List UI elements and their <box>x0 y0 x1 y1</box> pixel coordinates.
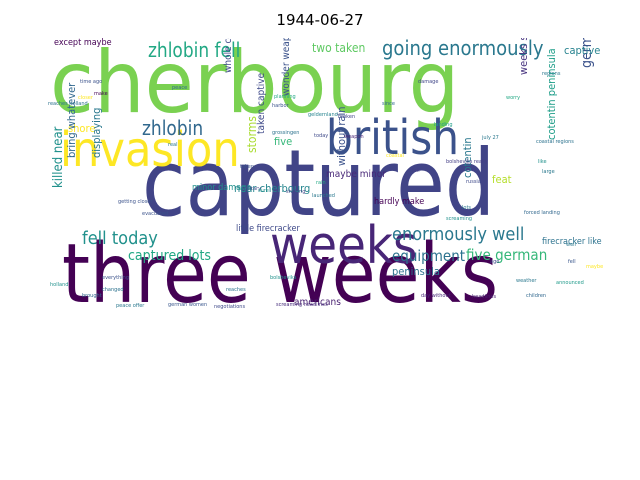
word-weather: weather <box>516 278 537 284</box>
word-cotentin: cotentin <box>461 137 474 178</box>
word-headlines: headlines <box>472 294 497 300</box>
word-bolsheviks: bolsheviks <box>270 275 297 281</box>
word-russia: russia <box>466 179 481 185</box>
word-five-german: five german <box>466 246 548 264</box>
word-zhlobin-fell: zhlobin fell <box>148 38 241 62</box>
word-zhlobin: zhlobin <box>142 116 204 140</box>
word-weeks: weeks <box>270 216 418 276</box>
word-wonder-weapon: wonder weapon <box>281 38 292 97</box>
word-except-maybe: except maybe <box>54 38 112 48</box>
word-make: make <box>94 91 108 97</box>
word-five: five <box>274 135 293 148</box>
word-coastal-regions: coastal regions <box>536 139 574 145</box>
word-fall: fall <box>412 168 420 174</box>
word-holland: holland <box>50 282 69 288</box>
word-feat: feat <box>492 173 512 186</box>
word-getting-closer: getting closer <box>118 199 153 205</box>
word-two-taken: two taken <box>312 41 366 55</box>
word-whole-cotentin: whole cotentin <box>223 38 234 73</box>
word-taken: taken <box>240 164 254 170</box>
word-changed: changed <box>102 287 124 293</box>
word-peninsula: peninsula <box>392 265 440 278</box>
word-weeks-since: weeks since <box>517 38 530 76</box>
word-little-firecracker: little firecracker <box>236 224 300 234</box>
word-bolsheviks-really: bolsheviks really <box>446 159 488 165</box>
word-broken: broken <box>338 114 356 120</box>
word-everything: everything <box>102 275 129 281</box>
word-equipment: equipment <box>392 247 466 265</box>
word-geldernland: geldernland <box>308 112 338 118</box>
word-day-without: day without <box>421 293 451 299</box>
word-maybe-minor: maybe minor <box>326 169 386 180</box>
word-evacuated: evacuated <box>142 211 169 217</box>
word-military: military <box>242 186 262 192</box>
word-reaches-holland: reaches holland <box>48 101 88 107</box>
word-going-enormously: going enormously <box>382 38 544 60</box>
word-like: like <box>538 159 547 165</box>
word-rain: rain <box>316 180 326 186</box>
word-minor-damage: minor damage <box>192 183 252 193</box>
word-firecracker-like: firecracker like <box>542 237 602 247</box>
word-german-women: german women <box>168 302 208 308</box>
word-forced-landing: forced landing <box>524 210 560 216</box>
word-harbor: harbor <box>272 103 289 109</box>
word-announced: announced <box>556 280 584 286</box>
word-planning: planning <box>274 94 296 100</box>
word-british: british <box>326 110 459 166</box>
word-children: children <box>526 293 547 299</box>
word-ago: ago <box>490 259 500 265</box>
word-july-27: july 27 <box>482 135 499 141</box>
word-worry: worry <box>506 95 521 101</box>
word-shaking: shaking <box>286 189 306 195</box>
word-americans: americans <box>294 297 341 308</box>
word-weapon: weapon <box>344 134 364 140</box>
word-reaches: reaches <box>226 287 246 293</box>
word-regions: regions <box>542 71 561 77</box>
word-three-weeks: three weeks <box>62 227 499 316</box>
word-launched: launched <box>312 193 335 199</box>
word-captured-lots: captured lots <box>128 248 211 264</box>
word-screaming: screaming <box>446 216 473 222</box>
word-real: real <box>168 142 178 148</box>
word-grossingen: grossingen <box>272 130 300 136</box>
word-today: today <box>314 133 329 139</box>
word-cotentin-peninsula: cotentin peninsula <box>545 48 558 140</box>
word-peace: peace <box>172 85 188 91</box>
word-taken-captive: taken captive <box>256 72 267 134</box>
word-shore: shore <box>68 122 96 135</box>
word-fell: fell <box>568 259 576 265</box>
word-sure: sure <box>258 188 269 194</box>
word-enormously-well: enormously well <box>392 224 525 245</box>
word-invasion: invasion <box>60 122 240 178</box>
word-maybe: maybe <box>586 264 604 270</box>
word-brought: brought <box>82 293 102 299</box>
word-displaying: displaying <box>90 107 103 158</box>
word-peace-offer: peace offer <box>116 303 145 309</box>
word-since: since <box>382 101 395 107</box>
word-captured: captured <box>142 130 496 237</box>
word-bring-whatever: bring whatever <box>65 82 78 158</box>
word-negotiations: negotiations <box>214 304 246 310</box>
word-killed-near: killed near <box>51 126 66 188</box>
word-fell-today: fell today <box>82 228 158 249</box>
word-large: large <box>542 169 555 175</box>
word-closer: closer <box>78 95 93 101</box>
word-hardly-make: hardly make <box>374 197 425 207</box>
word-time-ago: time ago <box>80 79 103 85</box>
word-captive: captive <box>564 44 601 57</box>
word-coastal: coastal <box>386 153 404 159</box>
word-cloud: cherbourg captured three weeks invasion brit… <box>46 38 608 316</box>
word-near-cherbourg: near cherbourg <box>234 182 311 195</box>
word-lots: lots <box>462 205 472 211</box>
word-well: well <box>566 242 576 248</box>
word-cherbourg: cherbourg <box>50 38 460 133</box>
word-landing: landing <box>434 122 453 128</box>
chart-title: 1944-06-27 <box>276 11 364 29</box>
word-damage: damage <box>418 79 439 85</box>
word-screaming-headlines: screaming headlines <box>276 302 328 308</box>
